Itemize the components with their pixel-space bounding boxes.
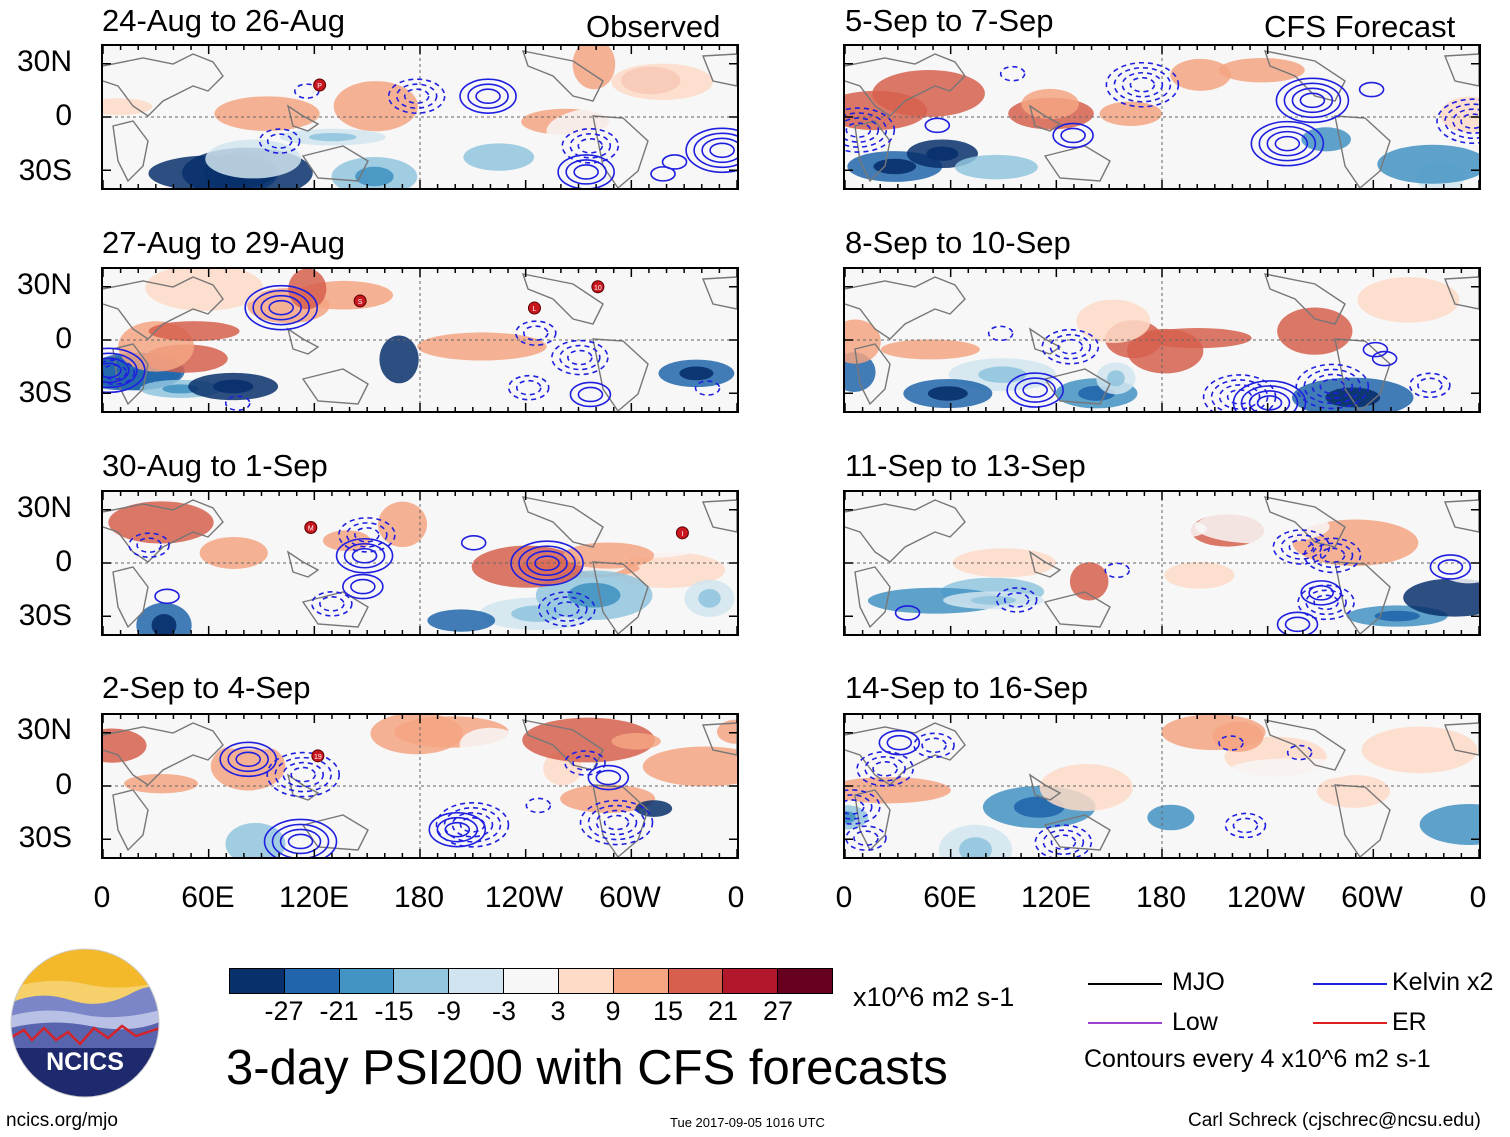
storm-marker	[591, 280, 605, 294]
legend-label-kelvin: Kelvin x2	[1392, 968, 1494, 996]
legend-line-mjo	[1088, 983, 1162, 985]
ncics-logo: NCICS	[10, 948, 160, 1098]
ncics-logo-text: NCICS	[46, 1048, 124, 1076]
lat-tick-30s: 30S	[18, 154, 72, 187]
colorbar-label: -21	[319, 996, 359, 1026]
legend-line-er	[1313, 1022, 1387, 1024]
lon-tick-120w: 120W	[1226, 881, 1306, 914]
lat-tick-0: 0	[55, 99, 72, 132]
forecast-map-2	[843, 267, 1481, 413]
storm-label: 19	[314, 754, 322, 761]
lon-tick-180: 180	[393, 881, 445, 914]
storm-marker	[313, 78, 327, 92]
footer-url[interactable]: ncics.org/mjo	[6, 1110, 118, 1131]
colorbar-swatch	[449, 969, 505, 993]
colorbar-label: -15	[374, 996, 414, 1026]
lon-tick-60w: 60W	[599, 881, 661, 914]
legend-line-kelvin	[1313, 983, 1387, 985]
lon-tick-0: 0	[835, 881, 853, 914]
colorbar-label: 27	[762, 996, 794, 1026]
forecast-column-label: CFS Forecast	[1264, 9, 1456, 44]
observed-map-2: S L 10	[101, 267, 739, 413]
storm-label: P	[317, 83, 322, 90]
footer-timestamp: Tue 2017-09-05 1016 UTC	[670, 1115, 825, 1130]
storm-marker	[527, 301, 541, 315]
forecast-map-4	[843, 713, 1481, 859]
observed-panel-title-4: 2-Sep to 4-Sep	[102, 670, 311, 705]
lat-tick-30n: 30N	[16, 491, 72, 524]
legend-line-low	[1088, 1022, 1162, 1024]
ncics-logo-graphic: NCICS	[10, 948, 160, 1098]
colorbar-swatch	[778, 969, 832, 993]
lon-tick-0: 0	[93, 881, 111, 914]
colorbar-swatch	[339, 969, 395, 993]
lon-tick-0-end: 0	[727, 881, 745, 914]
colorbar-label: 9	[605, 996, 621, 1026]
storm-label: I	[681, 531, 683, 538]
storm-label: S	[358, 299, 363, 306]
lat-tick-30n: 30N	[16, 45, 72, 78]
colorbar	[229, 968, 833, 994]
colorbar-label: -9	[436, 996, 461, 1026]
forecast-panel-title-3: 11-Sep to 13-Sep	[845, 448, 1086, 483]
observed-panel-title-1: 24-Aug to 26-Aug	[102, 3, 346, 38]
lat-tick-0: 0	[55, 768, 72, 801]
colorbar-swatch	[558, 969, 614, 993]
colorbar-label: 21	[707, 996, 739, 1026]
colorbar-label: -27	[264, 996, 304, 1026]
lon-tick-0-end: 0	[1469, 881, 1487, 914]
colorbar-swatch	[504, 969, 559, 993]
colorbar-swatch	[668, 969, 724, 993]
forecast-panel-title-2: 8-Sep to 10-Sep	[845, 225, 1071, 260]
contour-note: Contours every 4 x10^6 m2 s-1	[1084, 1045, 1431, 1073]
lat-tick-0: 0	[55, 545, 72, 578]
colorbar-label: 3	[550, 996, 566, 1026]
lon-tick-180: 180	[1135, 881, 1187, 914]
storm-marker	[353, 294, 367, 308]
legend-label-mjo: MJO	[1172, 968, 1225, 996]
lat-tick-30s: 30S	[18, 376, 72, 409]
storm-label: 10	[594, 285, 602, 292]
lat-tick-30s: 30S	[18, 599, 72, 632]
main-title: 3-day PSI200 with CFS forecasts	[226, 1041, 948, 1095]
lat-tick-30n: 30N	[16, 268, 72, 301]
storm-label: M	[308, 526, 314, 533]
observed-column-label: Observed	[586, 9, 721, 44]
colorbar-swatch	[230, 969, 285, 993]
lat-tick-0: 0	[55, 322, 72, 355]
storm-label: L	[533, 306, 537, 313]
legend-label-er: ER	[1392, 1008, 1427, 1036]
colorbar-swatch	[284, 969, 340, 993]
legend-label-low: Low	[1172, 1008, 1218, 1036]
lat-tick-30s: 30S	[18, 821, 72, 854]
storm-marker	[304, 521, 318, 534]
lon-tick-120e: 120E	[278, 881, 350, 914]
colorbar-units: x10^6 m2 s-1	[853, 982, 1015, 1012]
lon-tick-60w: 60W	[1341, 881, 1403, 914]
colorbar-swatch	[394, 969, 450, 993]
observed-panel-title-2: 27-Aug to 29-Aug	[102, 225, 346, 260]
footer-author: Carl Schreck (cjschrec@ncsu.edu)	[1188, 1110, 1481, 1131]
colorbar-label: -3	[491, 996, 516, 1026]
lon-tick-120w: 120W	[484, 881, 564, 914]
observed-map-4: 19	[101, 713, 739, 859]
storm-marker	[311, 749, 325, 763]
colorbar-swatch	[723, 969, 779, 993]
forecast-panel-title-1: 5-Sep to 7-Sep	[845, 3, 1054, 38]
forecast-map-1	[843, 44, 1481, 190]
lon-tick-60e: 60E	[181, 881, 235, 914]
forecast-panel-title-4: 14-Sep to 16-Sep	[845, 670, 1089, 705]
colorbar-swatch	[613, 969, 669, 993]
lon-tick-120e: 120E	[1020, 881, 1092, 914]
lon-tick-60e: 60E	[923, 881, 977, 914]
forecast-map-3	[843, 490, 1481, 636]
storm-marker	[675, 526, 689, 540]
observed-map-1: P	[101, 44, 739, 190]
colorbar-label: 15	[652, 996, 684, 1026]
observed-panel-title-3: 30-Aug to 1-Sep	[102, 448, 328, 483]
lat-tick-30n: 30N	[16, 713, 72, 746]
